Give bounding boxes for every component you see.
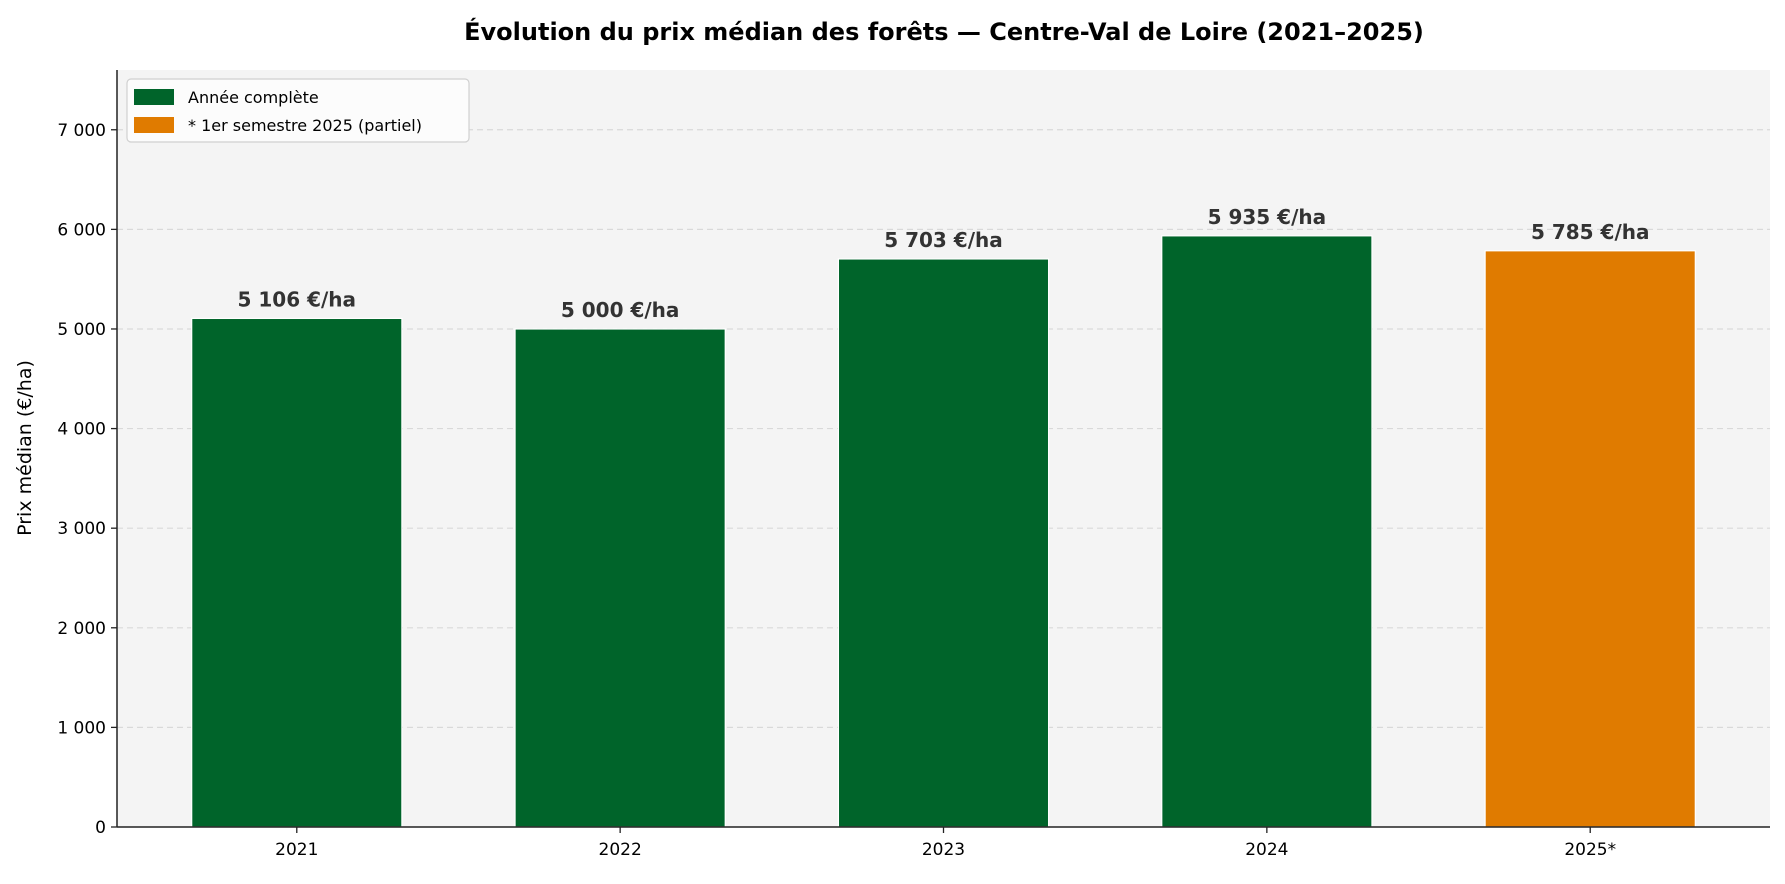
y-tick-label: 6 000 (57, 220, 106, 240)
legend-swatch-partial (134, 117, 174, 133)
legend: Année complète * 1er semestre 2025 (part… (126, 78, 470, 143)
y-tick-label: 4 000 (57, 420, 106, 440)
data-label: 5 785 €/ha (1531, 220, 1650, 244)
x-tick-label: 2023 (922, 840, 965, 860)
y-axis-ticks: 0 1 000 2 000 3 000 4 000 5 000 6 000 7 000 (57, 121, 117, 838)
x-tick-label: 2024 (1245, 840, 1288, 860)
data-label: 5 106 €/ha (238, 287, 357, 311)
legend-label-partial: * 1er semestre 2025 (partiel) (188, 116, 422, 135)
bars (191, 235, 1696, 828)
bar-2021 (191, 317, 403, 828)
bar-2025 (1484, 250, 1696, 828)
chart-title: Évolution du prix médian des forêts — Ce… (464, 17, 1424, 46)
x-tick-label: 2021 (275, 840, 318, 860)
bar-2022 (514, 328, 726, 828)
y-tick-label: 7 000 (57, 121, 106, 141)
bar-2023 (837, 258, 1050, 828)
y-tick-label: 0 (95, 818, 106, 838)
y-tick-label: 5 000 (57, 320, 106, 340)
y-axis-label: Prix médian (€/ha) (14, 360, 36, 536)
x-axis-ticks: 2021 2022 2023 2024 2025* (275, 827, 1616, 860)
legend-box (126, 78, 470, 143)
x-tick-label: 2025* (1564, 840, 1616, 860)
legend-label-complete: Année complète (188, 88, 319, 107)
data-label: 5 000 €/ha (561, 298, 680, 322)
bar-2024 (1161, 235, 1373, 828)
y-tick-label: 3 000 (57, 519, 106, 539)
data-label: 5 703 €/ha (884, 228, 1003, 252)
data-label: 5 935 €/ha (1208, 205, 1327, 229)
y-tick-label: 1 000 (57, 718, 106, 738)
legend-swatch-complete (134, 89, 174, 105)
data-labels: 5 106 €/ha 5 000 €/ha 5 703 €/ha 5 935 €/ha… (238, 205, 1650, 322)
y-tick-label: 2 000 (57, 619, 106, 639)
x-tick-label: 2022 (599, 840, 642, 860)
